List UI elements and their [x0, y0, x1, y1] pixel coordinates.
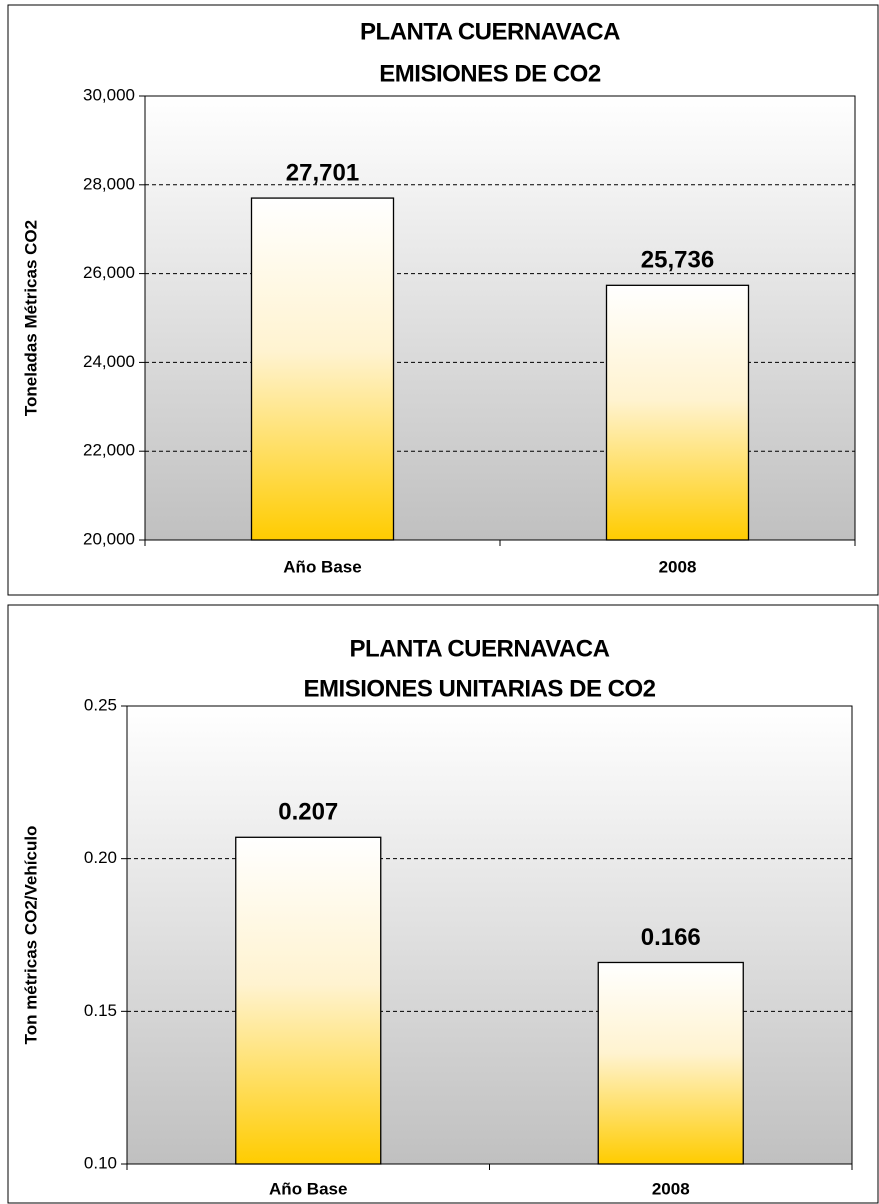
chart-subtitle: EMISIONES UNITARIAS DE CO2 [304, 675, 656, 702]
value-label: 25,736 [641, 247, 714, 274]
x-tick-label: Año Base [269, 1179, 347, 1198]
y-tick-label: 0.20 [84, 848, 117, 867]
value-label: 27,701 [286, 159, 359, 186]
chart-title: PLANTA CUERNAVACA [350, 635, 610, 662]
value-label: 0.207 [278, 799, 338, 826]
y-tick-label: 22,000 [83, 441, 135, 460]
y-axis-label: Ton métricas CO2/Vehículo [21, 826, 40, 1045]
y-tick-label: 0.25 [84, 695, 117, 714]
bar [605, 284, 750, 541]
y-axis-label: Toneladas Métricas CO2 [21, 220, 40, 416]
chart-subtitle: EMISIONES DE CO2 [379, 60, 601, 87]
bar [250, 197, 395, 541]
x-tick-label: 2008 [659, 557, 697, 576]
chart-title: PLANTA CUERNAVACA [360, 18, 620, 45]
y-tick-label: 26,000 [83, 263, 135, 282]
y-tick-label: 24,000 [83, 352, 135, 371]
y-tick-label: 28,000 [83, 174, 135, 193]
value-label: 0.166 [641, 924, 701, 951]
x-tick-label: Año Base [283, 557, 361, 576]
y-tick-label: 0.15 [84, 1001, 117, 1020]
bar [597, 961, 744, 1165]
y-tick-label: 0.10 [84, 1153, 117, 1172]
y-tick-label: 20,000 [83, 529, 135, 548]
x-tick-label: 2008 [652, 1179, 690, 1198]
y-tick-label: 30,000 [83, 85, 135, 104]
bar [235, 836, 382, 1165]
